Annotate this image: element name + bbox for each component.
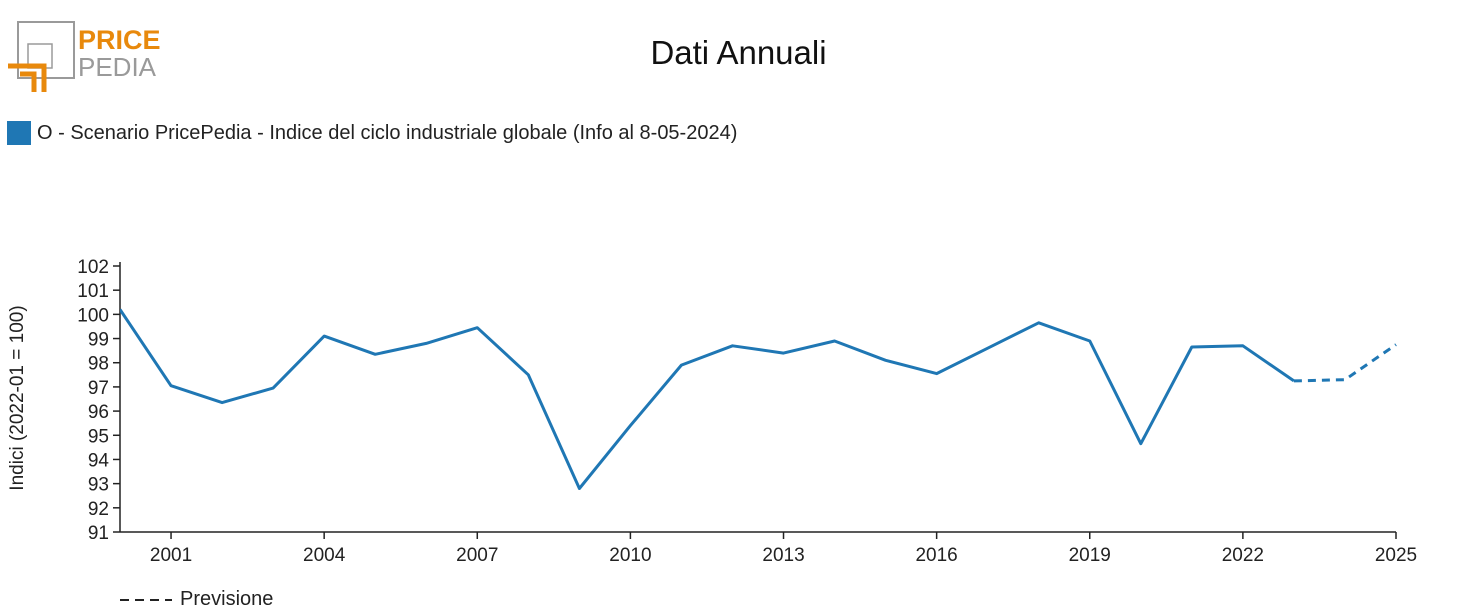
logo-orange-bracket-inner: [20, 71, 37, 92]
x-tick-label: 2016: [915, 545, 957, 566]
y-tick-label: 102: [77, 257, 109, 278]
legend-series-label: O - Scenario PricePedia - Indice del cic…: [37, 121, 738, 144]
logo-word-top: PRICE: [78, 25, 161, 55]
x-tick-label: 2013: [762, 545, 804, 566]
y-axis-label: Indici (2022-01 = 100): [7, 305, 28, 490]
forecast-dash-sample: [120, 598, 172, 601]
legend[interactable]: O - Scenario PricePedia - Indice del cic…: [7, 120, 737, 146]
legend-swatch: [7, 121, 31, 145]
x-tick-label: 2025: [1375, 545, 1417, 566]
forecast-line: [1293, 343, 1397, 383]
series-line: [120, 308, 1295, 490]
chart-marks: [120, 308, 1397, 490]
y-tick-label: 98: [88, 354, 109, 375]
x-tick-label: 2004: [303, 545, 346, 566]
y-tick-label: 94: [88, 450, 110, 471]
logo-word-bottom: PEDIA: [78, 52, 157, 82]
x-tick-label: 2001: [150, 545, 192, 566]
x-tick-label: 2022: [1222, 545, 1264, 566]
logo-orange-bracket: [8, 63, 47, 92]
x-tick-label: 2010: [609, 545, 651, 566]
y-tick-label: 91: [88, 523, 109, 544]
forecast-label: Previsione: [180, 588, 274, 610]
y-tick-label: 101: [77, 281, 109, 302]
y-tick-label: 95: [88, 426, 109, 447]
chart-title: Dati Annuali: [650, 34, 827, 71]
x-tick-label: 2019: [1069, 545, 1111, 566]
forecast-key: Previsione: [120, 588, 273, 611]
x-tick-label: 2007: [456, 545, 498, 566]
y-tick-label: 92: [88, 499, 109, 520]
y-tick-label: 96: [88, 402, 109, 423]
y-tick-label: 97: [88, 378, 109, 399]
pricepedia-logo: PRICE PEDIA: [8, 21, 161, 92]
y-tick-label: 99: [88, 330, 109, 351]
chart-axes: 91 92 93 94 95 96 97 98 99 100 101 102 2001 2004 2007 2…: [77, 257, 1417, 566]
y-tick-label: 93: [88, 475, 109, 496]
y-tick-label: 100: [77, 305, 109, 326]
